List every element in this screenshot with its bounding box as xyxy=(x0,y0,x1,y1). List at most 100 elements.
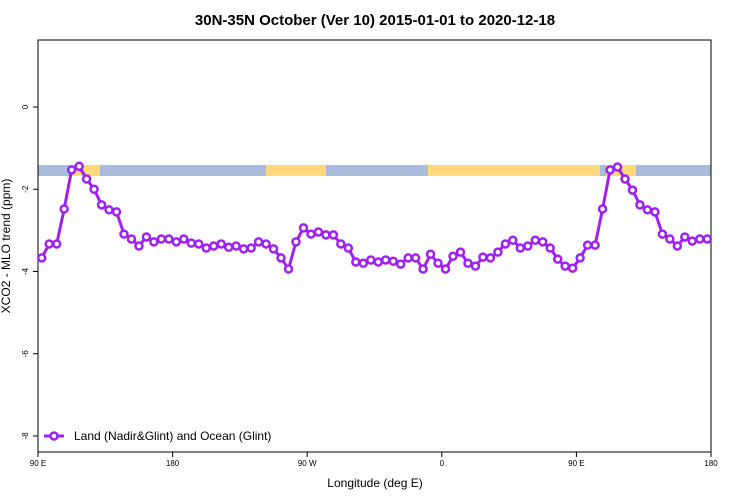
legend-label: Land (Nadir&Glint) and Ocean (Glint) xyxy=(74,429,271,443)
data-point xyxy=(605,165,615,175)
data-point xyxy=(44,239,54,249)
data-point xyxy=(523,241,533,251)
data-point xyxy=(695,234,705,244)
x-tick-label: 0 xyxy=(440,459,445,468)
data-point xyxy=(238,244,249,254)
data-point xyxy=(425,249,436,259)
land-strip xyxy=(428,165,600,176)
data-point xyxy=(627,185,638,195)
data-point xyxy=(66,165,77,175)
data-point xyxy=(201,243,211,253)
data-point xyxy=(156,234,167,244)
data-point xyxy=(96,200,107,210)
data-point xyxy=(485,253,496,263)
data-point xyxy=(373,257,383,267)
data-point xyxy=(291,237,301,247)
data-point xyxy=(149,237,159,247)
data-point xyxy=(246,243,256,253)
data-point xyxy=(216,239,226,249)
data-point xyxy=(164,234,174,244)
data-point xyxy=(328,230,339,240)
data-point xyxy=(276,253,286,263)
data-point xyxy=(530,235,541,245)
data-point xyxy=(650,207,660,217)
data-point xyxy=(567,263,578,273)
y-tick-label: -6 xyxy=(21,350,30,358)
data-point xyxy=(478,252,488,262)
y-tick-label: -8 xyxy=(21,432,30,440)
chart-title: 30N-35N October (Ver 10) 2015-01-01 to 2… xyxy=(195,12,555,29)
data-point xyxy=(343,243,354,253)
data-point xyxy=(261,239,271,249)
data-point xyxy=(575,253,585,263)
data-point xyxy=(463,258,473,269)
data-point xyxy=(380,255,391,265)
data-point xyxy=(403,253,413,263)
data-point xyxy=(358,258,369,269)
data-point xyxy=(134,241,144,251)
data-point xyxy=(208,241,219,251)
x-tick-label: 90 E xyxy=(568,459,584,468)
data-point xyxy=(306,229,316,239)
x-tick-label: 90 W xyxy=(298,459,317,468)
data-point xyxy=(545,243,555,253)
x-tick-label: 90 E xyxy=(30,459,46,468)
y-tick-label: -2 xyxy=(21,185,30,193)
y-axis-label: XCO2 - MLO trend (ppm) xyxy=(0,179,13,314)
x-tick-label: 180 xyxy=(166,459,180,468)
data-point xyxy=(560,261,570,271)
data-point xyxy=(313,227,324,237)
data-point xyxy=(253,237,264,247)
data-point xyxy=(672,241,683,251)
data-point xyxy=(597,204,608,214)
data-point xyxy=(321,230,331,240)
data-point xyxy=(590,240,600,250)
data-point xyxy=(51,239,62,249)
data-point xyxy=(81,174,92,184)
data-point xyxy=(702,234,713,244)
data-point xyxy=(268,244,279,254)
data-point xyxy=(582,240,593,250)
data-point xyxy=(298,223,309,233)
data-point xyxy=(194,239,204,249)
land-strip xyxy=(70,165,100,176)
data-point xyxy=(231,241,241,251)
data-point xyxy=(493,247,503,257)
y-tick-label: -4 xyxy=(21,267,30,275)
data-point xyxy=(500,239,511,249)
data-point xyxy=(538,237,548,247)
data-point xyxy=(508,235,518,245)
data-point xyxy=(111,207,122,217)
data-point xyxy=(687,236,698,246)
data-point xyxy=(612,162,623,172)
data-point xyxy=(179,234,189,244)
data-point xyxy=(470,261,481,271)
data-point xyxy=(104,205,114,215)
data-point xyxy=(552,254,563,264)
data-point xyxy=(36,253,47,263)
plot-frame xyxy=(37,39,712,453)
data-point xyxy=(283,264,294,274)
ocean-strip xyxy=(38,165,711,176)
data-point xyxy=(141,232,152,242)
data-point xyxy=(366,255,376,265)
data-point xyxy=(433,258,443,269)
data-point xyxy=(418,264,428,274)
data-point xyxy=(119,229,129,239)
data-point xyxy=(336,239,346,249)
data-point xyxy=(171,237,182,247)
data-point xyxy=(440,264,451,274)
data-point xyxy=(455,247,466,257)
data-point xyxy=(635,200,645,210)
data-point xyxy=(657,229,668,239)
legend-marker xyxy=(49,431,59,441)
data-point xyxy=(642,205,653,215)
data-point xyxy=(515,243,526,253)
data-point xyxy=(410,253,421,263)
data-point xyxy=(395,259,406,269)
data-point xyxy=(126,234,137,244)
data-point xyxy=(89,184,99,195)
data-point xyxy=(448,251,458,262)
